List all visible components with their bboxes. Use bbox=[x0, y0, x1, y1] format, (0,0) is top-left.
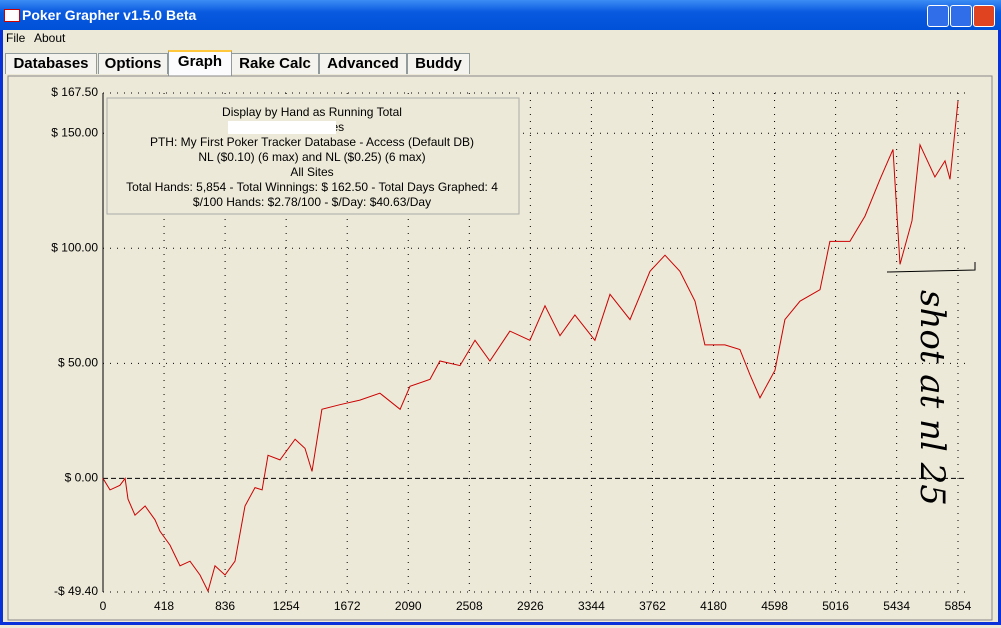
tab[interactable]: Rake Calc bbox=[231, 53, 319, 74]
y-tick-label: $ 167.50 bbox=[51, 85, 98, 99]
x-tick-label: 418 bbox=[154, 599, 174, 613]
menu-item[interactable]: About bbox=[34, 31, 66, 45]
tab[interactable]: Options bbox=[98, 53, 168, 74]
y-tick-label: -$ 49.40 bbox=[54, 584, 98, 598]
y-tick-label: $ 50.00 bbox=[58, 355, 98, 369]
x-tick-label: 1672 bbox=[334, 599, 361, 613]
tab[interactable]: Advanced bbox=[319, 53, 407, 74]
x-tick-label: 836 bbox=[215, 599, 235, 613]
x-tick-label: 2926 bbox=[517, 599, 544, 613]
x-tick-label: 3344 bbox=[578, 599, 605, 613]
data-line bbox=[102, 101, 959, 593]
tab[interactable]: Graph bbox=[168, 50, 232, 76]
maximize-button[interactable] bbox=[950, 5, 972, 27]
info-box bbox=[106, 97, 520, 215]
info-line: PTH: My First Poker Tracker Database - A… bbox=[150, 135, 474, 149]
x-tick-label: 0 bbox=[100, 599, 107, 613]
x-tick-label: 5434 bbox=[883, 599, 910, 613]
redaction bbox=[228, 121, 336, 134]
menu-item[interactable]: File bbox=[6, 31, 26, 45]
info-line: Total Hands: 5,854 - Total Winnings: $ 1… bbox=[126, 180, 498, 194]
x-tick-label: 4180 bbox=[700, 599, 727, 613]
scribble bbox=[886, 262, 976, 273]
window-title: Poker Grapher v1.5.0 Beta bbox=[22, 7, 197, 23]
x-tick-label: 5854 bbox=[945, 599, 972, 613]
minimize-button[interactable] bbox=[927, 5, 949, 27]
info-line: All Sites bbox=[290, 165, 333, 179]
x-tick-label: 5016 bbox=[822, 599, 849, 613]
info-line: $/100 Hands: $2.78/100 - $/Day: $40.63/D… bbox=[193, 195, 431, 209]
tab[interactable]: Buddy bbox=[407, 53, 470, 74]
title-bar: Poker Grapher v1.5.0 Beta bbox=[0, 0, 1001, 30]
info-line: Display by Hand as Running Total bbox=[222, 105, 402, 119]
x-tick-label: 3762 bbox=[639, 599, 666, 613]
x-tick-label: 2090 bbox=[395, 599, 422, 613]
close-button[interactable] bbox=[973, 5, 995, 27]
app-icon bbox=[4, 9, 20, 22]
info-line: NL ($0.10) (6 max) and NL ($0.25) (6 max… bbox=[198, 150, 425, 164]
annotation: shot at nl 25 bbox=[912, 290, 952, 506]
y-tick-label: $ 150.00 bbox=[51, 125, 98, 139]
x-tick-label: 2508 bbox=[456, 599, 483, 613]
x-tick-label: 4598 bbox=[761, 599, 788, 613]
y-tick-label: $ 0.00 bbox=[65, 471, 99, 485]
x-tick-label: 1254 bbox=[273, 599, 300, 613]
tab[interactable]: Databases bbox=[5, 53, 97, 74]
y-tick-label: $ 100.00 bbox=[51, 240, 98, 254]
menu-bar: File About bbox=[0, 30, 1001, 47]
